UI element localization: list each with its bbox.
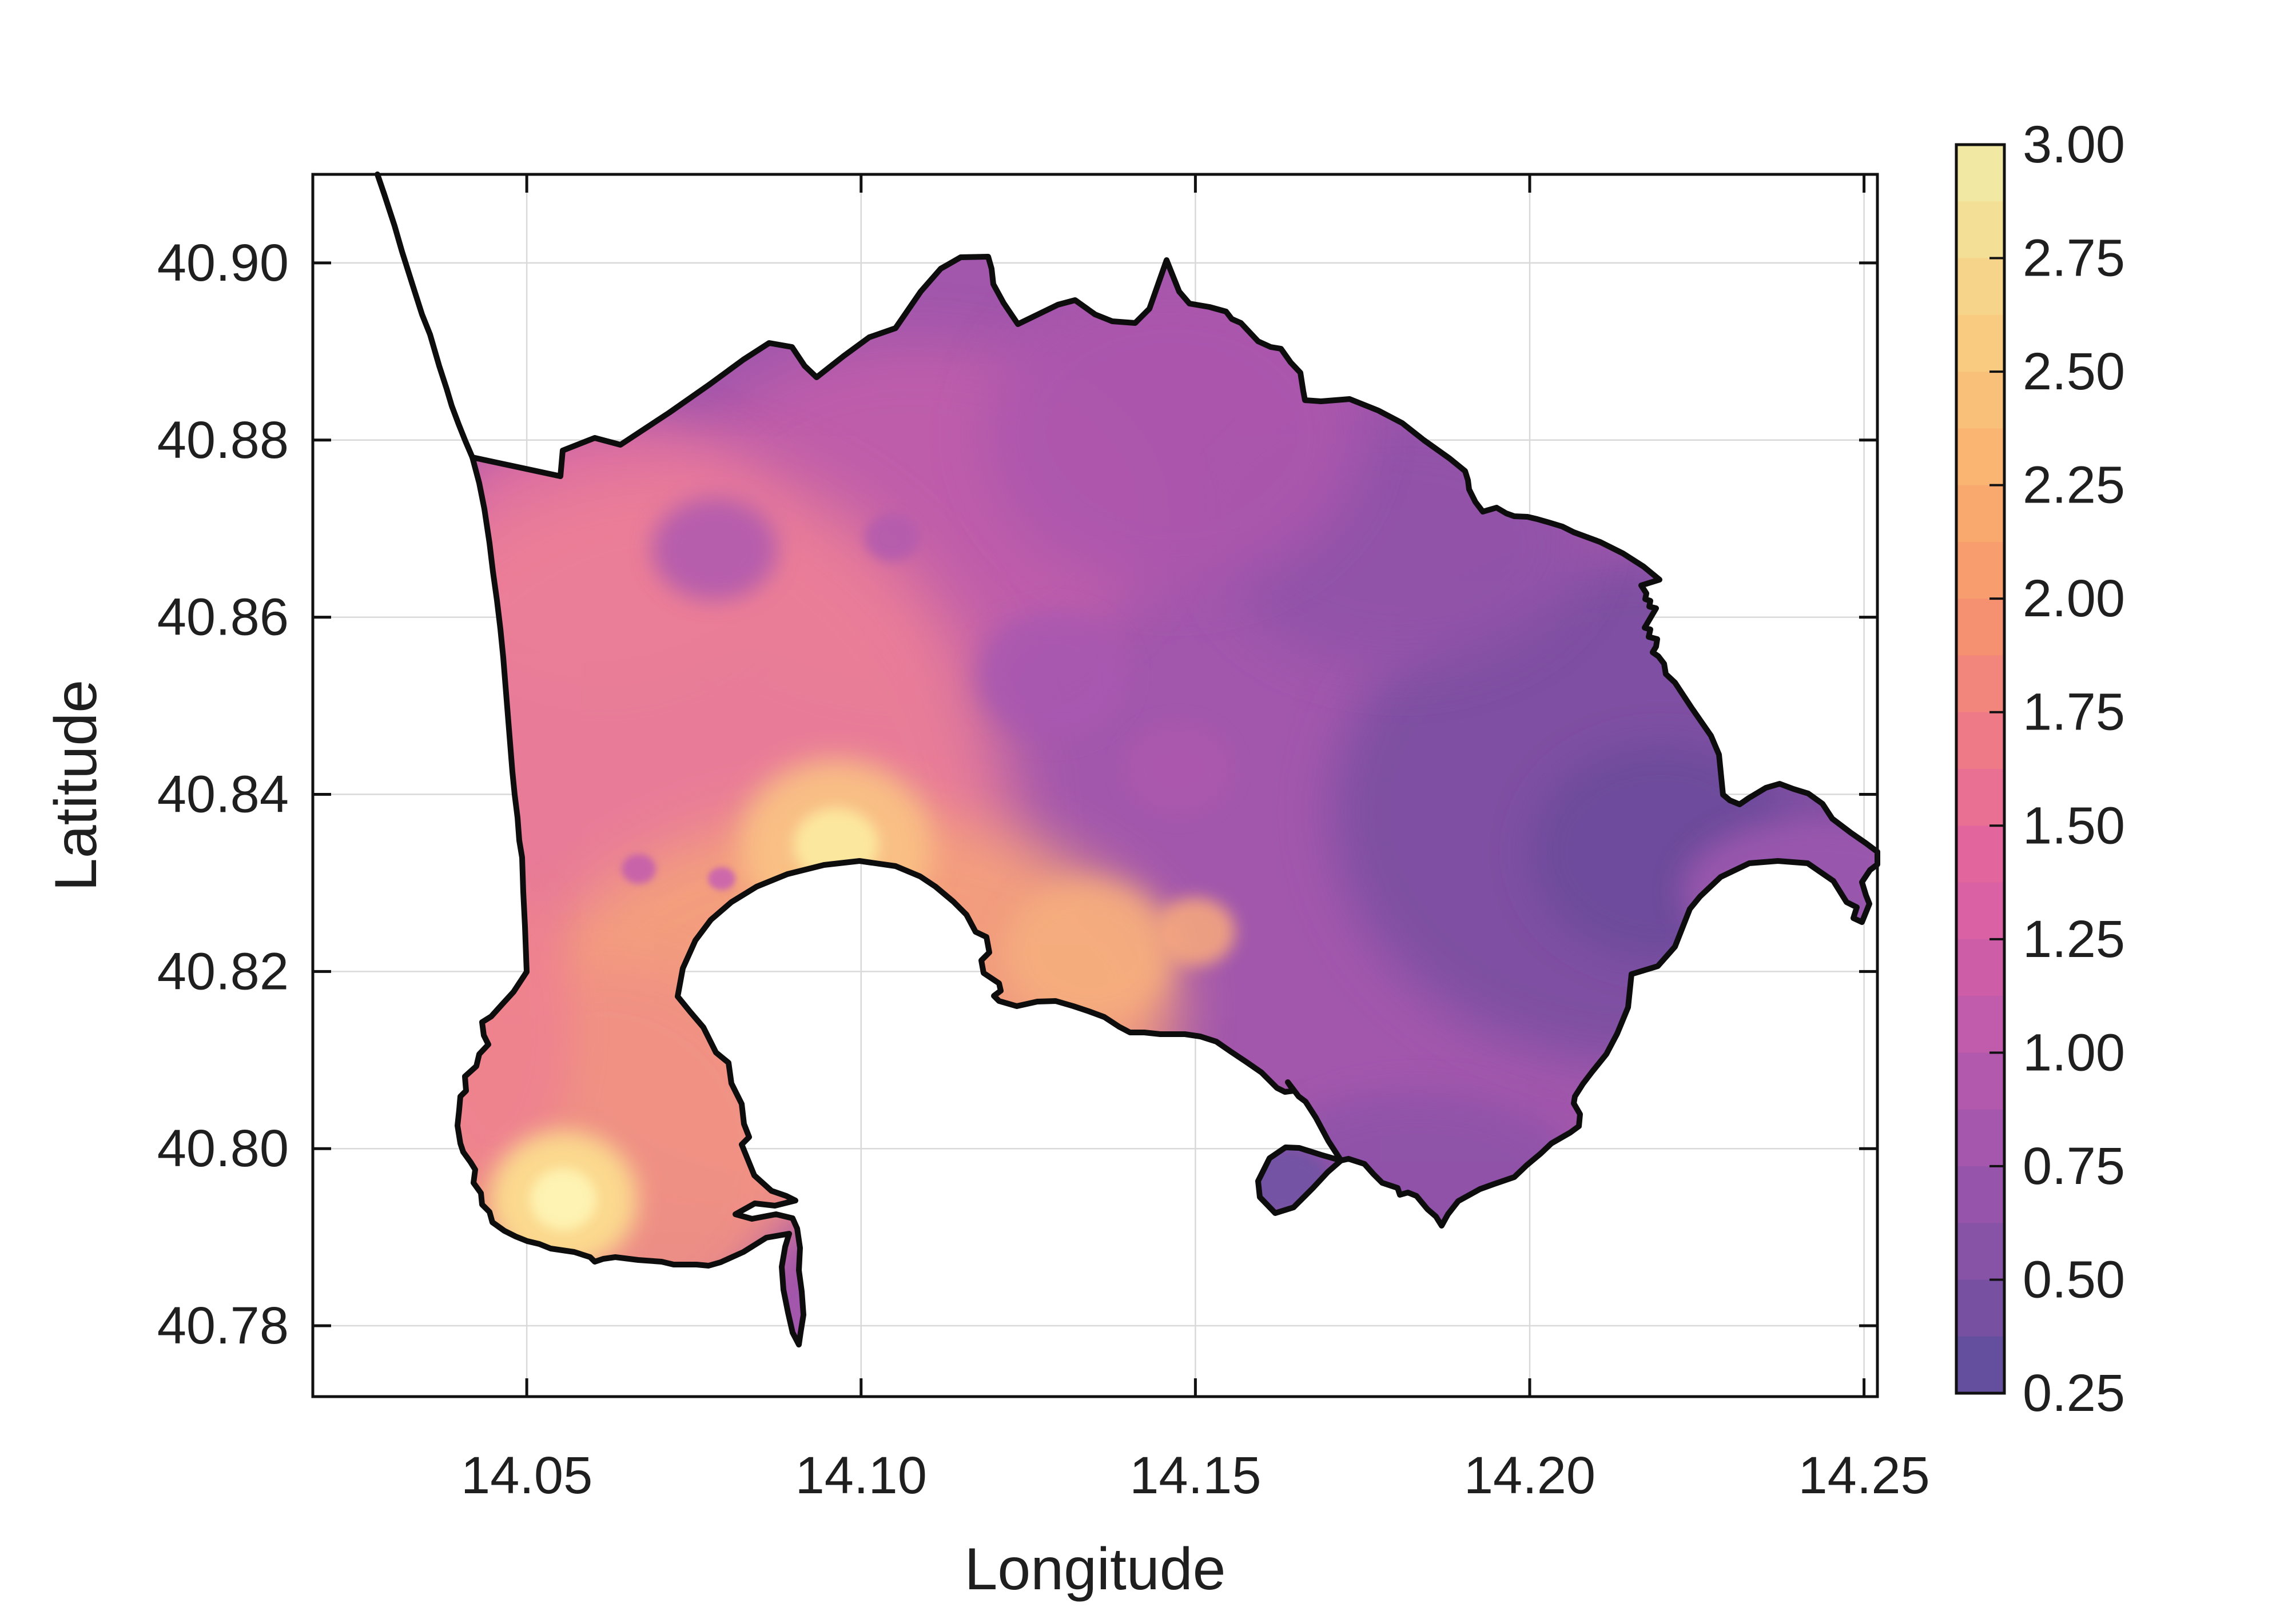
coastline [375,172,475,460]
field-blob [978,612,1127,737]
colorbar-band [1956,655,2004,713]
y-tick-label: 40.86 [157,588,289,647]
colorbar-border [1955,143,2006,1395]
field-blob [622,854,656,884]
field-blob [1124,723,1232,815]
y-tick-label: 40.80 [157,1119,289,1178]
field-blob [708,867,735,890]
colorbar-band [1956,1279,2004,1337]
colorbar-tick-label: 1.25 [2023,910,2125,968]
colorbar-band [1956,712,2004,770]
colorbar-tick-label: 2.00 [2023,569,2125,628]
interpolated-field [457,257,1877,1345]
colorbar-band [1956,541,2004,600]
map-layer [375,172,1880,1347]
x-tick-label: 14.15 [1129,1446,1261,1505]
field-blob [530,1169,596,1230]
colorbar-tick-label: 0.50 [2023,1250,2125,1309]
colorbar-tick-label: 0.75 [2023,1137,2125,1195]
colorbar-band [1956,485,2004,543]
colorbar-band [1956,939,2004,997]
x-axis-title: Longitude [965,1536,1226,1602]
colorbar-band [1956,201,2004,259]
colorbar-band [1956,1336,2004,1394]
plot-frame [311,173,1879,1398]
colorbar-tick-label: 2.75 [2023,229,2125,288]
region-outline [455,254,1880,1347]
colorbar-band [1956,1223,2004,1281]
colorbar-band [1956,428,2004,486]
colorbar: 3.00 2.75 2.50 2.25 2.00 1.75 1.50 1.25 1.00 0.75… [1955,115,2125,1422]
colorbar-band [1956,826,2004,883]
colorbar-band [1956,1109,2004,1167]
y-tick-label: 40.84 [157,765,289,823]
field-blob [1155,898,1235,966]
y-tick-label: 40.78 [157,1297,289,1355]
y-tick-label: 40.82 [157,942,289,1000]
colorbar-tick-label: 1.75 [2023,683,2125,741]
field-blob [865,513,920,561]
x-tick-label: 14.20 [1464,1446,1595,1505]
colorbar-band [1956,372,2004,429]
field-blob [1004,880,1175,1023]
colorbar-tick-label: 1.50 [2023,796,2125,855]
axes-frame-layer [311,173,1879,1398]
colorbar-tick-label: 1.00 [2023,1023,2125,1082]
x-tick-label: 14.10 [795,1446,927,1505]
colorbar-band [1956,258,2004,316]
field-blob [457,880,572,1178]
colorbar-tick-label: 3.00 [2023,115,2125,174]
colorbar-tick-label: 0.25 [2023,1364,2125,1422]
x-tick-label: 14.05 [461,1446,592,1505]
field-blob [984,280,1361,589]
field-blob [1681,818,1877,966]
colorbar-tick-label: 2.50 [2023,342,2125,401]
field-blob [652,497,778,600]
colorbar-band [1956,996,2004,1054]
y-axis-title: Latitude [43,680,109,891]
colorbar-band [1956,314,2004,373]
axis-labels-layer: Longitude Latitude 14.05 14.10 14.15 14.20 1… [43,234,1930,1602]
colorbar-band [1956,1052,2004,1110]
island-outline [1255,1145,1344,1216]
colorbar-tick-label: 2.25 [2023,456,2125,515]
y-tick-label: 40.90 [157,234,289,292]
colorbar-band [1956,599,2004,656]
x-tick-label: 14.25 [1798,1446,1929,1505]
colorbar-band [1956,1166,2004,1224]
colorbar-band [1956,769,2004,827]
colorbar-band [1956,882,2004,940]
y-tick-label: 40.88 [157,411,289,469]
colorbar-band [1956,145,2004,202]
